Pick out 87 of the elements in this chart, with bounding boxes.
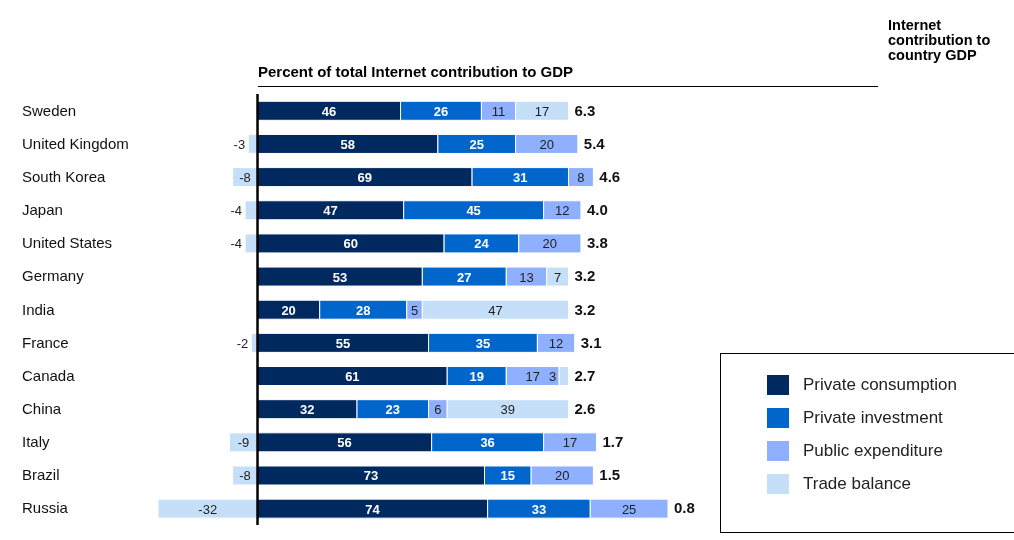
data-label: 25 bbox=[621, 501, 637, 517]
data-label: 47 bbox=[323, 203, 338, 219]
data-label: 39 bbox=[500, 402, 516, 418]
y-tick-label: Italy bbox=[22, 433, 51, 451]
data-label: 47 bbox=[488, 302, 503, 318]
legend-label: Private investment bbox=[802, 406, 944, 429]
data-label: 55 bbox=[335, 335, 351, 351]
data-label: 20 bbox=[555, 468, 570, 484]
data-label: 23 bbox=[385, 402, 401, 418]
data-label: 33 bbox=[531, 501, 547, 517]
y-tick-label: France bbox=[22, 333, 69, 351]
bar bbox=[244, 233, 259, 254]
data-label: 19 bbox=[469, 369, 484, 385]
annotation: 4.0 bbox=[586, 201, 608, 219]
y-tick-label: South Korea bbox=[22, 167, 107, 185]
data-label: -2 bbox=[236, 335, 249, 351]
y-tick-label: Sweden bbox=[22, 101, 77, 119]
data-label: 20 bbox=[539, 136, 554, 152]
data-label: 74 bbox=[365, 501, 381, 517]
annotation: 3.2 bbox=[574, 267, 596, 285]
data-label: 12 bbox=[555, 203, 570, 219]
y-tick-label: United States bbox=[22, 234, 113, 252]
annotation: 3.1 bbox=[580, 333, 602, 351]
data-label: 20 bbox=[281, 302, 296, 318]
data-label: 7 bbox=[553, 269, 562, 285]
data-label: 17 bbox=[562, 435, 578, 451]
y-tick-label: Japan bbox=[22, 201, 63, 219]
chart-title: Percent of total Internet contribution to GDP bbox=[258, 63, 878, 87]
text: Internet contribution to country GDP bbox=[888, 17, 992, 63]
data-label: 6 bbox=[434, 402, 442, 418]
data-label: 20 bbox=[542, 236, 558, 252]
data-label: 35 bbox=[475, 335, 491, 351]
data-label: 58 bbox=[340, 136, 355, 152]
data-label: 24 bbox=[474, 236, 490, 252]
annotation: 0.8 bbox=[674, 499, 695, 517]
annotation: 4.6 bbox=[599, 167, 621, 185]
data-label: 5 bbox=[410, 302, 419, 318]
data-label: 36 bbox=[480, 435, 495, 451]
data-label: 56 bbox=[337, 435, 352, 451]
bar bbox=[244, 200, 259, 221]
annotation: 3.2 bbox=[574, 300, 596, 318]
data-label: -4 bbox=[230, 203, 243, 219]
y-tick-label: India bbox=[22, 300, 56, 318]
data-label: -9 bbox=[237, 435, 250, 451]
data-label: -8 bbox=[239, 170, 251, 186]
annotation: 5.4 bbox=[583, 134, 606, 152]
data-label: 25 bbox=[469, 136, 484, 152]
data-label: 12 bbox=[548, 335, 564, 351]
data-label: 69 bbox=[357, 170, 373, 186]
annotation: 2.6 bbox=[574, 399, 596, 417]
annotation: 2.7 bbox=[574, 366, 596, 384]
data-label: 17 bbox=[534, 103, 550, 119]
data-label: 8 bbox=[577, 170, 585, 186]
annotation: 3.8 bbox=[586, 234, 608, 252]
data-label: 28 bbox=[356, 302, 371, 318]
data-label: 13 bbox=[519, 269, 534, 285]
data-label: 32 bbox=[300, 402, 315, 418]
y-tick-label: Russia bbox=[22, 499, 69, 517]
data-label: 45 bbox=[466, 203, 481, 219]
data-label: 17 bbox=[525, 369, 540, 385]
data-label: -8 bbox=[239, 468, 251, 484]
data-label: 53 bbox=[332, 269, 348, 285]
data-label: 46 bbox=[321, 103, 337, 119]
data-label: 60 bbox=[343, 236, 359, 252]
data-label: 27 bbox=[457, 269, 472, 285]
legend-label: Public expenditure bbox=[802, 439, 944, 462]
y-tick-label: Canada bbox=[22, 366, 76, 384]
data-label: -3 bbox=[233, 136, 246, 152]
annotation: 1.5 bbox=[599, 466, 621, 484]
y-tick-label: United Kingdom bbox=[22, 134, 129, 152]
bar bbox=[158, 498, 259, 519]
data-label: 26 bbox=[433, 103, 449, 119]
legend-label: Private consumption bbox=[802, 373, 959, 396]
data-label: -32 bbox=[198, 501, 218, 517]
annotation: 1.7 bbox=[602, 433, 624, 451]
data-label: 61 bbox=[345, 369, 360, 385]
data-label: -4 bbox=[230, 236, 243, 252]
annotation: 6.3 bbox=[574, 101, 596, 119]
y-tick-label: Germany bbox=[22, 267, 85, 285]
data-label: 15 bbox=[500, 468, 516, 484]
data-label: 11 bbox=[491, 103, 506, 119]
data-label: 3 bbox=[548, 369, 557, 385]
legend-label: Trade balance bbox=[802, 472, 913, 495]
data-label: 31 bbox=[513, 170, 528, 186]
y-tick-label: Brazil bbox=[22, 466, 60, 484]
y-tick-label: China bbox=[22, 399, 62, 417]
data-label: 73 bbox=[363, 468, 379, 484]
